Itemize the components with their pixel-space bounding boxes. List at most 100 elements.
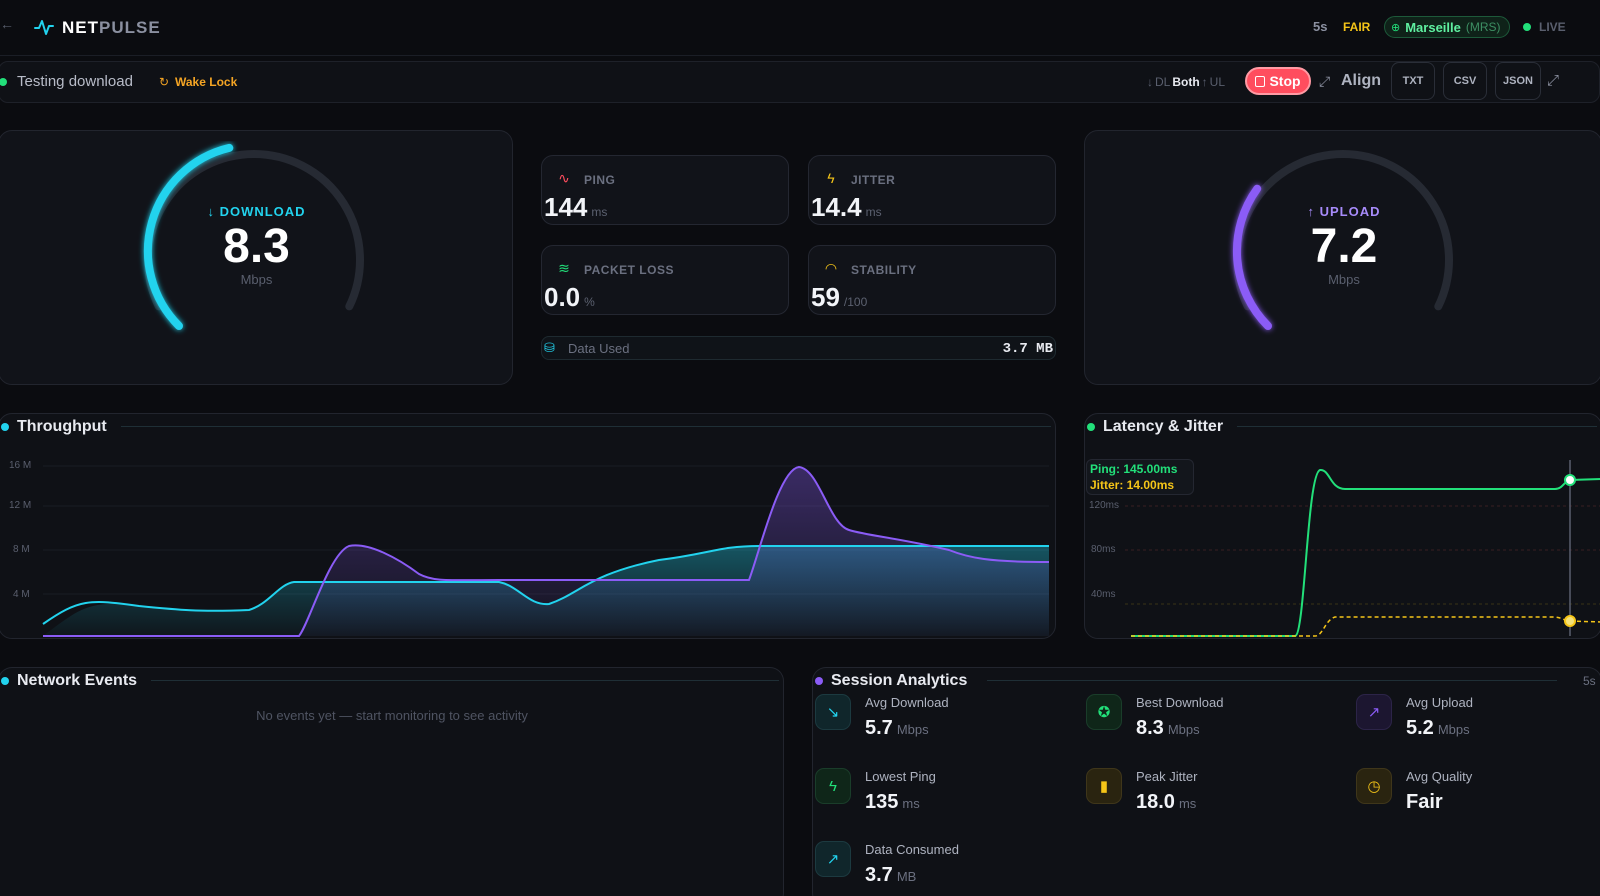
server-selector[interactable]: ⊕ Marseille (MRS) xyxy=(1384,16,1510,38)
y-tick: 4 M xyxy=(13,589,30,600)
ul-arrow-icon: ↑ xyxy=(1201,75,1208,89)
upload-gauge-fill xyxy=(1232,184,1272,330)
download-label: ↓ DOWNLOAD xyxy=(207,204,306,219)
upload-series-line xyxy=(43,465,1050,637)
y-tick: 8 M xyxy=(13,544,30,555)
upload-area xyxy=(43,467,1049,636)
stat-data-consumed: ↗ Data Consumed 3.7 MB xyxy=(815,841,1055,896)
analytics-dot-icon xyxy=(815,677,823,685)
analytics-title: Session Analytics xyxy=(831,672,968,689)
server-name: Marseille xyxy=(1405,19,1461,35)
globe-icon: ⊕ xyxy=(1391,21,1401,34)
download-gauge xyxy=(143,143,364,330)
both-option[interactable]: Both xyxy=(1172,75,1200,89)
analytics-panel: Session Analytics 5s ↘ Avg Download 5.7 M… xyxy=(812,667,1600,896)
wifi-icon: ≋ xyxy=(558,259,570,276)
ping-series-line xyxy=(1131,469,1600,637)
export-txt-button[interactable]: TXT xyxy=(1391,62,1435,100)
events-title: Network Events xyxy=(17,672,138,689)
divider xyxy=(1237,426,1597,427)
stop-icon xyxy=(1255,75,1266,87)
throughput-panel: Throughput 16 M 12 M 8 M 4 M xyxy=(0,413,1056,639)
bar-chart-icon: ▮ xyxy=(1086,768,1122,804)
trend-up-icon: ↗ xyxy=(815,841,851,877)
trend-down-icon: ↘ xyxy=(815,694,851,730)
throughput-dot-icon xyxy=(1,423,9,431)
latency-dot-icon xyxy=(1087,423,1095,431)
fullscreen-icon[interactable]: ⤢ xyxy=(1547,72,1560,89)
divider xyxy=(987,680,1557,681)
data-used-bar: ⛁ Data Used 3.7 MB xyxy=(541,336,1056,360)
stability-card: ◠ STABILITY 59/100 xyxy=(808,245,1056,315)
data-used-label: Data Used xyxy=(568,341,630,356)
events-empty-state: No events yet — start monitoring to see … xyxy=(256,708,528,723)
upload-value: 7.2 xyxy=(1310,220,1378,273)
bolt-icon: ϟ xyxy=(827,170,835,186)
app-header: ← NETPULSE 5s FAIR ⊕ Marseille (MRS) LIV… xyxy=(0,0,1600,56)
dl-option[interactable]: DL xyxy=(1155,75,1171,89)
jitter-card: ϟ JITTER 14.4 ms xyxy=(808,155,1056,225)
dl-arrow-icon: ↓ xyxy=(1147,75,1153,89)
analytics-interval: 5s xyxy=(1583,674,1596,688)
jitter-marker xyxy=(1564,615,1576,627)
app-logo[interactable]: NETPULSE xyxy=(62,18,161,37)
jitter-series-line xyxy=(1131,616,1600,637)
interval-label[interactable]: 5s xyxy=(1313,19,1328,34)
trend-up-icon: ↗ xyxy=(1356,694,1392,730)
pulse-icon xyxy=(34,20,54,35)
stat-best-download: ✪ Best Download 8.3 Mbps xyxy=(1086,694,1326,754)
packet-loss-card: ≋ PACKET LOSS 0.0% xyxy=(541,245,789,315)
stat-peak-jitter: ▮ Peak Jitter 18.0 ms xyxy=(1086,768,1326,828)
latency-panel: Latency & Jitter Ping: 145.00ms Jitter: … xyxy=(1084,413,1600,639)
database-icon: ⛁ xyxy=(544,340,555,355)
packet-loss-value: 0.0 xyxy=(544,282,581,312)
upload-unit: Mbps xyxy=(1328,272,1360,287)
download-value: 8.3 xyxy=(223,220,290,273)
jitter-value: 14.4 xyxy=(811,192,862,222)
download-series-line xyxy=(42,545,1049,625)
y-tick: 40ms xyxy=(1091,589,1116,600)
ping-marker xyxy=(1564,474,1576,486)
upload-gauge xyxy=(1232,150,1453,330)
ul-option[interactable]: UL xyxy=(1209,75,1226,89)
bolt-icon: ϟ xyxy=(815,768,851,804)
divider xyxy=(151,680,779,681)
live-label: LIVE xyxy=(1539,20,1566,34)
latency-chart xyxy=(1125,460,1600,637)
latency-tooltip: Ping: 145.00ms Jitter: 14.00ms xyxy=(1086,459,1194,495)
download-gauge-fill xyxy=(143,143,234,330)
throughput-chart xyxy=(42,465,1050,637)
stat-avg-quality: ◷ Avg Quality Fair xyxy=(1356,768,1596,828)
stat-lowest-ping: ϟ Lowest Ping 135 ms xyxy=(815,768,1055,828)
direction-toggle: ↓ DL Both ↑ UL xyxy=(1147,75,1225,89)
y-tick: 120ms xyxy=(1089,500,1120,511)
latency-grid xyxy=(1125,505,1600,605)
test-toolbar: Testing download ↻ Wake Lock ↓ DL Both ↑… xyxy=(0,61,1600,103)
events-dot-icon xyxy=(1,677,9,685)
activity-icon: ∿ xyxy=(558,169,570,186)
y-tick: 16 M xyxy=(9,460,32,471)
back-arrow-icon[interactable]: ← xyxy=(0,16,14,32)
download-unit: Mbps xyxy=(240,272,273,287)
export-json-button[interactable]: JSON xyxy=(1495,62,1541,100)
award-icon: ✪ xyxy=(1086,694,1122,730)
divider xyxy=(121,426,1051,427)
upload-arrow-icon: ↑ xyxy=(1307,204,1315,219)
live-indicator-icon xyxy=(1523,23,1531,31)
test-status: Testing download xyxy=(17,73,133,90)
latency-title: Latency & Jitter xyxy=(1103,418,1224,435)
ping-readout: Ping: 145.00ms xyxy=(1090,462,1178,476)
export-csv-button[interactable]: CSV xyxy=(1443,62,1487,100)
status-dot-icon xyxy=(0,78,7,86)
align-button[interactable]: Align xyxy=(1341,72,1381,89)
wake-lock-icon: ↻ xyxy=(159,75,170,89)
upload-label: ↑ UPLOAD xyxy=(1307,204,1381,219)
wake-lock-label[interactable]: Wake Lock xyxy=(175,75,238,89)
upload-gauge-panel: ↑ UPLOAD 7.2 Mbps xyxy=(1084,130,1600,385)
stat-avg-upload: ↗ Avg Upload 5.2 Mbps xyxy=(1356,694,1596,754)
quality-badge: FAIR xyxy=(1343,20,1371,34)
throughput-title: Throughput xyxy=(17,418,107,435)
ping-card: ∿ PING 144 ms xyxy=(541,155,789,225)
stop-button[interactable]: Stop xyxy=(1245,67,1311,95)
stability-value: 59 xyxy=(811,282,840,312)
